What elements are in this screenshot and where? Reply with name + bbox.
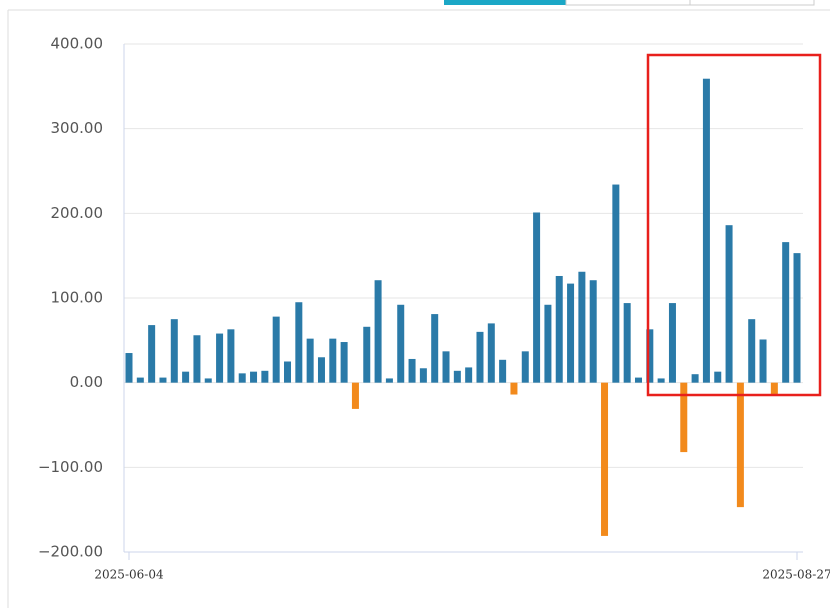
bar <box>419 368 427 383</box>
bar <box>295 302 303 383</box>
tab-active[interactable] <box>444 0 566 5</box>
y-tick-label: 0.00 <box>70 373 103 391</box>
bar <box>272 316 280 383</box>
bar <box>499 359 507 383</box>
bar <box>634 377 642 383</box>
x-tick-label: 2025-08-27 <box>762 568 830 582</box>
bar <box>601 382 609 536</box>
bar <box>442 351 450 383</box>
bar <box>385 378 393 383</box>
bar <box>453 370 461 383</box>
bar <box>329 338 337 383</box>
bar <box>533 212 541 383</box>
x-tick-label: 2025-06-04 <box>94 568 164 582</box>
bar <box>759 339 767 383</box>
bar <box>261 370 269 383</box>
bar <box>770 382 778 396</box>
bar <box>374 280 382 383</box>
bar <box>397 304 405 383</box>
bar <box>476 331 484 383</box>
bar <box>680 382 688 453</box>
y-tick-label: −200.00 <box>38 543 103 561</box>
bar <box>725 225 733 383</box>
bar <box>521 351 529 383</box>
bar <box>657 378 665 383</box>
bar <box>204 378 212 383</box>
y-tick-label: 100.00 <box>51 289 104 307</box>
y-tick-label: 400.00 <box>51 35 104 53</box>
bar <box>159 377 167 383</box>
bar <box>714 371 722 383</box>
bar <box>487 323 495 383</box>
y-tick-label: 300.00 <box>51 119 104 137</box>
bar <box>284 361 292 383</box>
bar <box>782 242 790 383</box>
y-tick-label: 200.00 <box>51 204 104 222</box>
bar <box>510 382 518 395</box>
bar <box>702 78 710 383</box>
bar <box>170 319 178 383</box>
bar <box>182 371 190 383</box>
bar <box>668 303 676 383</box>
bar <box>250 371 258 383</box>
bar <box>567 283 575 383</box>
bar <box>317 357 325 383</box>
bar <box>578 271 586 383</box>
y-tick-label: −100.00 <box>38 458 103 476</box>
bar <box>465 367 473 383</box>
bar <box>544 304 552 383</box>
bar <box>351 382 359 409</box>
bar <box>623 303 631 383</box>
bar <box>306 338 314 383</box>
bar <box>148 325 156 383</box>
bar <box>227 329 235 383</box>
bar <box>612 184 620 383</box>
bar <box>216 333 224 383</box>
tab[interactable] <box>689 0 815 6</box>
bar <box>340 342 348 383</box>
bar <box>408 358 416 383</box>
tab[interactable] <box>565 0 691 6</box>
bar <box>555 275 563 383</box>
bars <box>125 78 801 536</box>
bar <box>736 382 744 508</box>
bar <box>646 329 654 383</box>
bar <box>238 373 246 383</box>
labels: −200.00 −100.00 0.00 100.00 200.00 300.00 400.… <box>38 35 830 582</box>
bar <box>589 280 597 383</box>
bar <box>793 253 801 383</box>
highlight-box <box>646 53 822 397</box>
bar <box>136 377 144 383</box>
bar <box>125 353 133 383</box>
bar <box>431 314 439 383</box>
bar <box>193 335 201 383</box>
bar <box>748 319 756 383</box>
bar <box>691 374 699 383</box>
bar <box>363 326 371 383</box>
